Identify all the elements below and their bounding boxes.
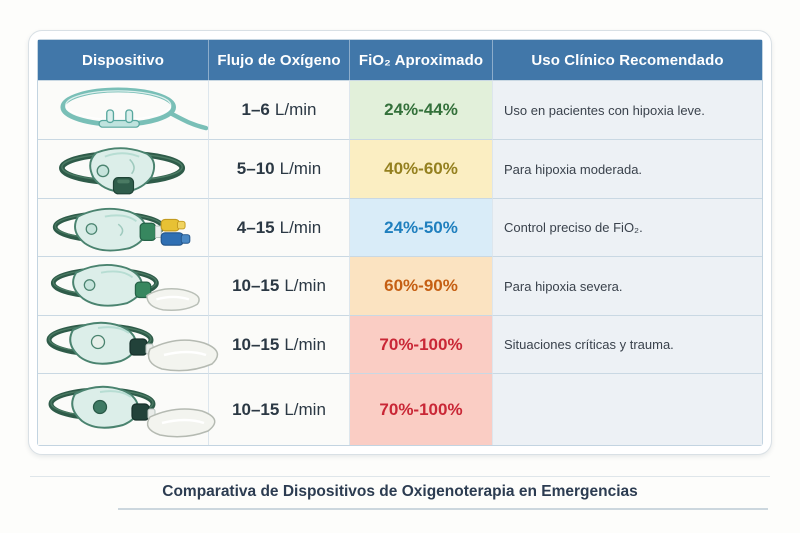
device-cell — [38, 315, 219, 373]
oxygen-device-table: Dispositivo Flujo de Oxígeno FiO₂ Aproxi… — [37, 39, 763, 446]
fio2-range: 40%-60% — [349, 139, 492, 198]
flow-unit: L/min — [284, 276, 326, 295]
flow-value: 4–15 — [236, 217, 275, 237]
clinical-use: Control preciso de FiO₂. — [492, 198, 762, 256]
flow-cell: 5–10 L/min — [208, 139, 349, 198]
device-cell — [38, 139, 208, 198]
flow-value: 10–15 — [232, 276, 280, 295]
flow-cell: 10–15 L/min — [208, 373, 349, 445]
flow-cell: 4–15 L/min — [208, 198, 349, 256]
header-flow: Flujo de Oxígeno — [208, 40, 349, 80]
nasal-cannula-illustration — [60, 87, 208, 131]
clinical-use — [492, 373, 762, 445]
non-rebreather-mask-illustration — [46, 321, 219, 371]
fio2-range: 70%-100% — [349, 373, 492, 445]
device-cell — [38, 373, 216, 445]
caption-divider-bottom — [118, 508, 768, 510]
header-fio2: FiO₂ Aproximado — [349, 40, 492, 80]
flow-unit: L/min — [274, 100, 317, 119]
partial-rebreather-mask-illustration — [50, 263, 200, 311]
fio2-range: 70%-100% — [349, 315, 492, 373]
caption-divider-top — [30, 476, 770, 477]
venturi-mask-illustration — [52, 207, 191, 251]
header-clinical: Uso Clínico Recomendado — [492, 40, 762, 80]
flow-value: 1–6 — [241, 100, 270, 119]
simple-face-mask-illustration — [59, 147, 186, 195]
flow-cell: 10–15 L/min — [208, 256, 349, 315]
flow-unit: L/min — [279, 217, 322, 237]
flow-value: 10–15 — [232, 334, 280, 354]
flow-value: 5–10 — [236, 159, 275, 178]
device-cell — [38, 256, 208, 315]
flow-unit: L/min — [284, 399, 326, 419]
clinical-use: Situaciones críticas y trauma. — [492, 315, 762, 373]
fio2-range: 24%-44% — [349, 80, 492, 139]
comparison-card: Dispositivo Flujo de Oxígeno FiO₂ Aproxi… — [28, 30, 772, 455]
flow-cell: 1–6 L/min — [208, 80, 349, 139]
fio2-range: 60%-90% — [349, 256, 492, 315]
clinical-use: Para hipoxia moderada. — [492, 139, 762, 198]
clinical-use: Para hipoxia severa. — [492, 256, 762, 315]
header-device: Dispositivo — [38, 40, 208, 80]
flow-unit: L/min — [284, 334, 326, 354]
device-cell — [38, 80, 208, 139]
page-title: Comparativa de Dispositivos de Oxigenote… — [162, 483, 638, 500]
non-rebreather-mask-reservoir-illustration — [48, 385, 216, 438]
fio2-range: 24%-50% — [349, 198, 492, 256]
device-cell — [38, 198, 208, 256]
flow-unit: L/min — [279, 159, 322, 178]
clinical-use: Uso en pacientes con hipoxia leve. — [492, 80, 762, 139]
flow-value: 10–15 — [232, 399, 280, 419]
